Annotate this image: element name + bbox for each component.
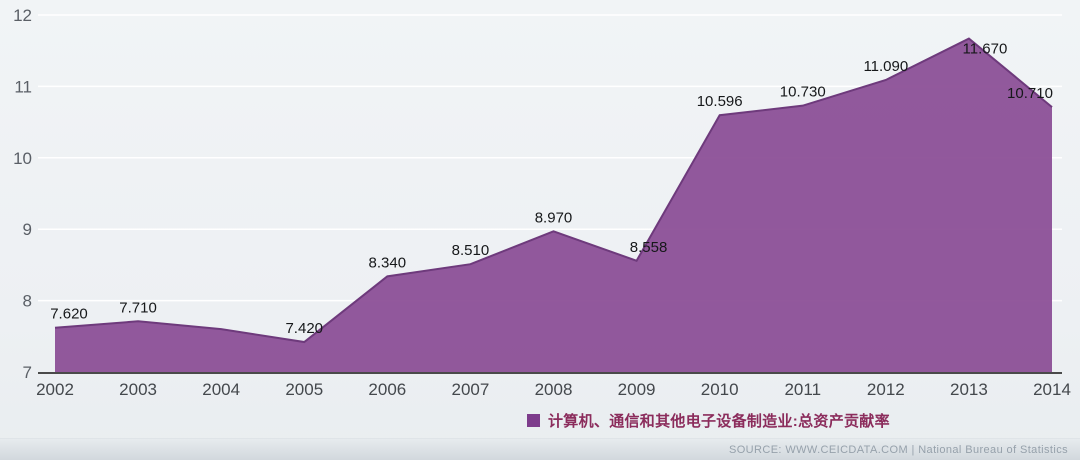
data-label: 10.596	[697, 93, 743, 110]
x-tick-label: 2003	[119, 380, 157, 399]
area-chart-plot: 7 8 9 10 11 12 2002 2003 2004 2005 2006 2007 2008 200…	[13, 6, 1071, 399]
area-series	[55, 38, 1052, 372]
y-tick-label: 9	[23, 220, 32, 239]
x-tick-label: 2006	[368, 380, 406, 399]
data-label: 11.090	[863, 58, 908, 75]
x-tick-label: 2007	[452, 380, 490, 399]
x-tick-label: 2010	[701, 380, 739, 399]
data-label: 10.730	[780, 84, 826, 101]
legend: 计算机、通信和其他电子设备制造业:总资产贡献率	[0, 402, 1080, 438]
data-label: 8.510	[452, 242, 490, 259]
x-tick-label: 2005	[285, 380, 323, 399]
x-tick-label: 2002	[36, 380, 74, 399]
y-tick-label: 12	[13, 6, 32, 25]
x-tick-label: 2004	[202, 380, 240, 399]
y-tick-label: 8	[23, 292, 32, 311]
data-label: 7.420	[285, 320, 323, 337]
legend-label: 计算机、通信和其他电子设备制造业:总资产贡献率	[548, 412, 890, 430]
x-tick-label: 2008	[535, 380, 573, 399]
source-bar: SOURCE: WWW.CEICDATA.COM | National Bure…	[0, 438, 1080, 460]
data-label: 11.670	[963, 41, 1008, 58]
x-tick-label: 2012	[867, 380, 905, 399]
source-text: SOURCE: WWW.CEICDATA.COM | National Bure…	[728, 443, 1068, 456]
x-tick-label: 2009	[618, 380, 656, 399]
y-tick-label: 11	[14, 77, 32, 96]
x-tick-label: 2013	[950, 380, 988, 399]
x-tick-label: 2011	[784, 380, 821, 399]
data-label: 7.620	[50, 306, 88, 323]
data-label: 7.710	[119, 299, 157, 316]
data-label: 8.970	[535, 209, 573, 226]
data-label: 8.340	[369, 254, 407, 271]
x-tick-label: 2014	[1033, 380, 1071, 399]
y-tick-label: 10	[13, 149, 32, 168]
data-label: 10.710	[1007, 85, 1053, 102]
legend-swatch-icon	[527, 413, 540, 427]
y-tick-label: 7	[23, 363, 32, 382]
area-outline	[54, 37, 1053, 344]
data-label: 8.558	[630, 239, 668, 256]
